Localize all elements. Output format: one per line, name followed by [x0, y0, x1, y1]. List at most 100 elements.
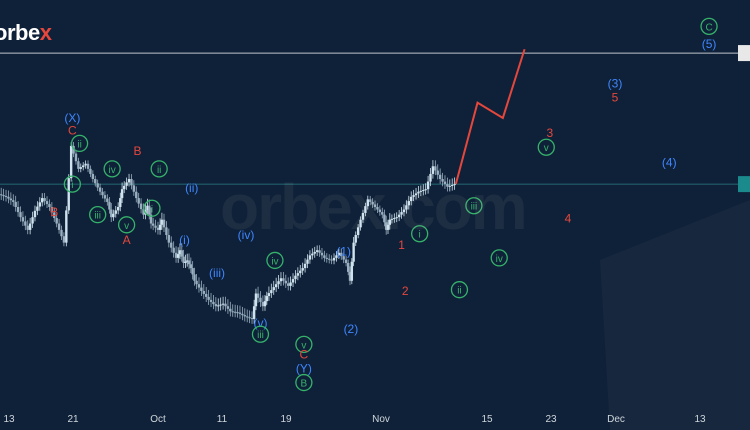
candle-body — [135, 191, 138, 199]
candle-body — [294, 275, 297, 280]
candle-body — [431, 166, 435, 174]
candle-body — [390, 218, 394, 220]
wave-label: i — [71, 180, 73, 191]
candle-body — [246, 316, 249, 318]
candle-body — [195, 280, 198, 285]
candle-body — [14, 201, 17, 208]
wave-label: 4 — [565, 211, 572, 225]
wave-label: C — [68, 124, 77, 138]
candle-body — [350, 261, 354, 281]
candle-body — [91, 173, 95, 180]
candle-body — [186, 260, 189, 262]
wave-label: v — [124, 221, 129, 232]
candle-body — [86, 163, 90, 169]
candle-body — [330, 259, 333, 261]
candle-body — [65, 210, 68, 243]
candle-body — [106, 198, 109, 202]
candle-body — [254, 293, 258, 307]
candle-body — [250, 318, 254, 320]
candle-body — [291, 279, 295, 283]
wave-label: (2) — [344, 322, 359, 336]
candle-body — [82, 165, 85, 168]
wave-label: C — [300, 348, 309, 362]
wave-label: v — [301, 340, 306, 351]
wave-label-circle — [117, 216, 136, 234]
candle-body — [277, 281, 280, 285]
wave-label-circle — [63, 175, 82, 193]
candle-body — [205, 293, 208, 297]
candle-body — [417, 191, 420, 194]
candle-body — [451, 184, 454, 186]
candle-body — [419, 190, 423, 192]
wave-label-circle — [251, 325, 270, 343]
x-tick-label: 19 — [280, 414, 292, 425]
candle-body — [33, 210, 37, 218]
candle-body — [236, 312, 239, 314]
candle-body — [361, 212, 365, 220]
candle-body — [162, 219, 166, 228]
candle-body — [79, 167, 82, 169]
wave-label: iii — [471, 202, 478, 213]
wave-label: ii — [457, 286, 461, 297]
candle-body — [184, 261, 187, 263]
candle-body — [346, 262, 350, 272]
candle-body — [176, 254, 180, 258]
candle-body — [438, 174, 442, 180]
candle-body — [224, 303, 227, 307]
wave-label-circle — [70, 134, 89, 153]
candle-body — [191, 268, 194, 275]
candle-body — [57, 223, 61, 230]
candle-body — [328, 258, 331, 260]
candle-body — [335, 255, 338, 258]
candle-body — [311, 253, 314, 256]
candle-body — [453, 184, 456, 186]
candle-body — [108, 201, 111, 210]
candle-body — [187, 260, 191, 265]
candle-body — [38, 202, 41, 207]
x-tick-label: 23 — [545, 414, 557, 425]
candle-body — [142, 209, 145, 215]
candle-body — [207, 296, 210, 300]
candle-body — [378, 209, 382, 213]
candle-body — [352, 242, 355, 262]
wave-label: ii — [157, 165, 161, 176]
candle-body — [160, 219, 164, 225]
candle-body — [214, 304, 218, 307]
wave-label: 5 — [612, 91, 619, 105]
candle-body — [209, 299, 213, 302]
candle-body — [426, 181, 430, 190]
candle-body — [182, 256, 185, 263]
candle-body — [172, 247, 175, 253]
candle-body — [167, 234, 171, 243]
candle-body — [261, 301, 265, 307]
wave-label: A — [123, 233, 131, 247]
candle-body — [41, 198, 44, 203]
candle-body — [158, 224, 162, 230]
candle-body — [388, 219, 392, 225]
candle-body — [130, 179, 133, 186]
candle-body — [154, 225, 157, 228]
wave-label: iii — [94, 211, 101, 222]
candle-body — [212, 301, 215, 305]
candle-body — [103, 195, 107, 199]
candle-body — [112, 213, 115, 218]
wave-label: (1) — [336, 245, 351, 259]
wave-label: (5) — [702, 37, 717, 51]
candle-body — [238, 312, 242, 314]
candle-body — [94, 179, 97, 184]
brand-logo: orbex — [0, 20, 52, 46]
candle-body — [323, 255, 326, 258]
candle-body — [127, 179, 131, 183]
candle-body — [434, 166, 437, 171]
candle-body — [422, 190, 425, 192]
candle-body — [165, 227, 168, 235]
candle-body — [53, 212, 56, 219]
wave-label: (4) — [662, 155, 677, 169]
candle-body — [446, 184, 449, 187]
candle-body — [200, 287, 203, 291]
candle-body — [407, 201, 410, 206]
wave-label: (iv) — [238, 228, 255, 242]
x-tick-label: Oct — [150, 414, 166, 425]
candle-body — [170, 242, 173, 248]
candle-body — [248, 317, 251, 319]
